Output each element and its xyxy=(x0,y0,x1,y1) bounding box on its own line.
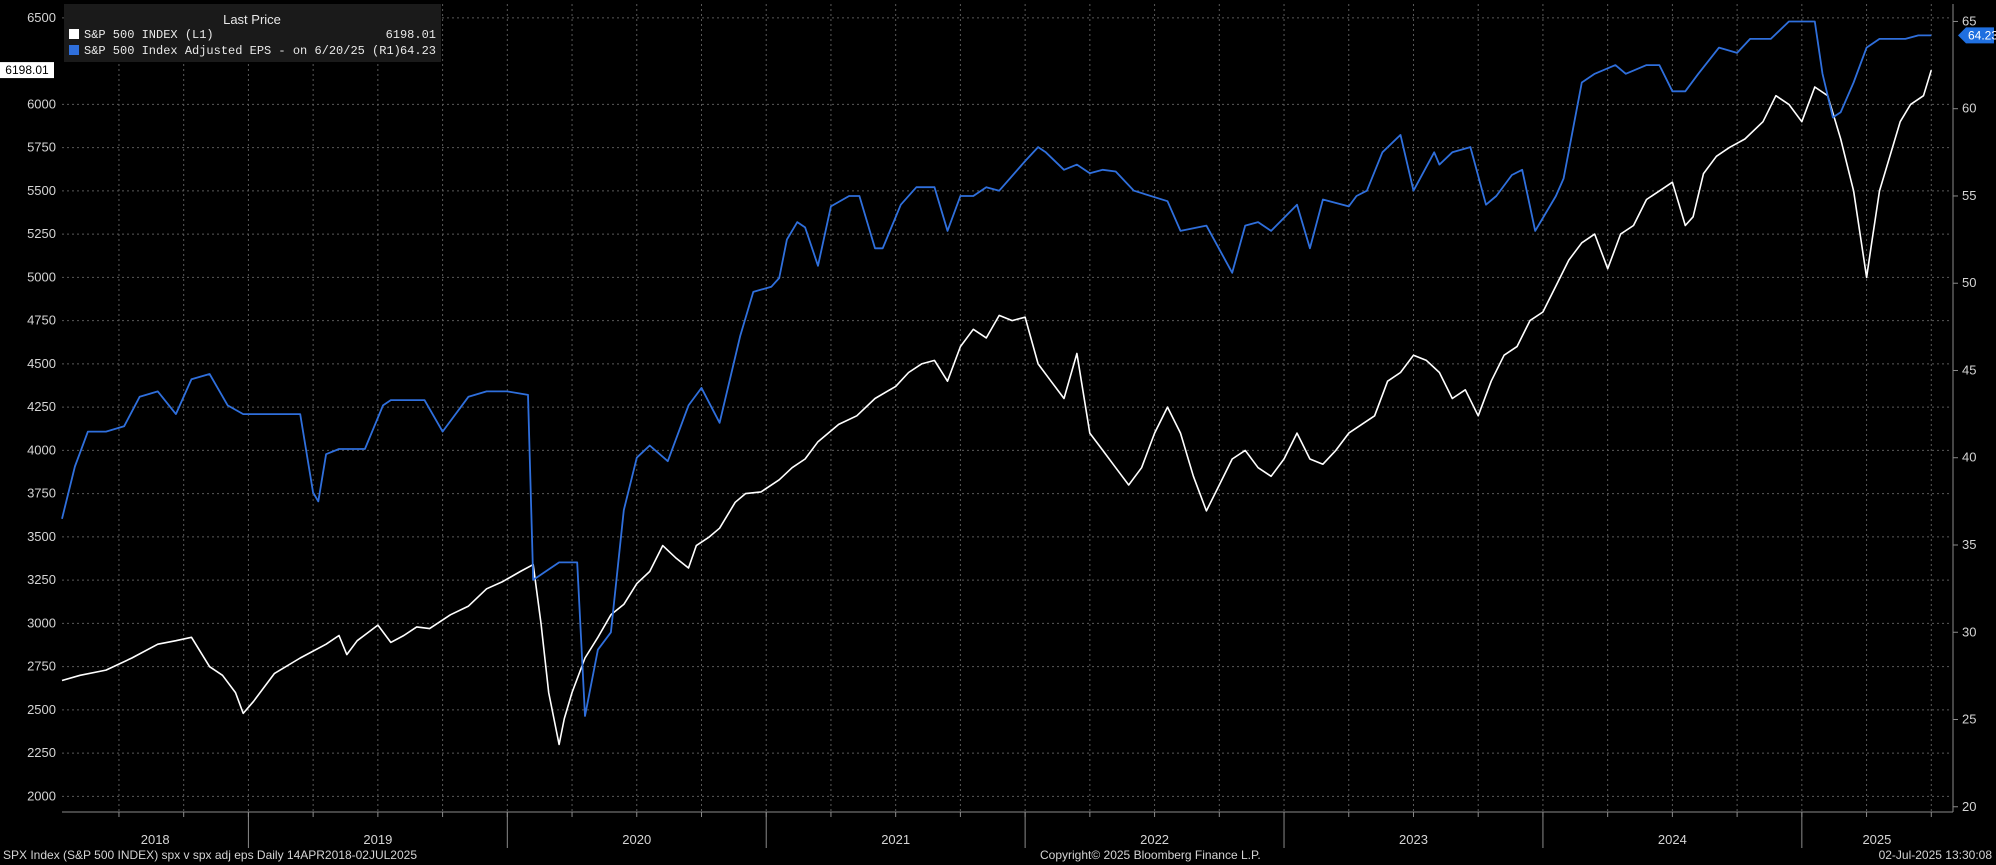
year-label: 2018 xyxy=(141,832,170,847)
left-tick-label: 4500 xyxy=(27,356,56,371)
legend-value-eps: 64.23 xyxy=(400,44,436,58)
left-tick-label: 3000 xyxy=(27,615,56,630)
right-tick-label: 40 xyxy=(1962,450,1976,465)
badge-left-value: 6198.01 xyxy=(5,63,49,77)
left-tick-label: 5500 xyxy=(27,183,56,198)
footer-description: SPX Index (S&P 500 INDEX) spx v spx adj … xyxy=(3,848,417,862)
left-tick-label: 2000 xyxy=(27,788,56,803)
footer-timestamp: 02-Jul-2025 13:30:08 xyxy=(1878,848,1992,862)
left-tick-label: 3250 xyxy=(27,572,56,587)
legend-title: Last Price xyxy=(223,12,281,27)
year-label: 2023 xyxy=(1399,832,1428,847)
right-tick-label: 25 xyxy=(1962,712,1976,727)
right-tick-label: 60 xyxy=(1962,101,1976,116)
last-price-badge-right: 64.23 xyxy=(1958,27,1996,44)
right-axis: 20 25 30 35 40 45 50 55 60 65 xyxy=(1952,4,1976,814)
series-layer xyxy=(61,20,1933,746)
series-line-eps xyxy=(61,20,1932,717)
legend-swatch-eps xyxy=(69,45,79,55)
right-tick-label: 30 xyxy=(1962,624,1976,639)
legend-swatch-spx xyxy=(69,29,79,39)
legend-background xyxy=(64,4,441,62)
legend[interactable]: Last Price S&P 500 INDEX (L1) 6198.01 S&… xyxy=(64,4,441,62)
left-tick-label: 3500 xyxy=(27,529,56,544)
left-tick-label: 2250 xyxy=(27,745,56,760)
legend-label-spx: S&P 500 INDEX (L1) xyxy=(84,28,214,42)
time-axis: 2018 2019 2020 2021 2022 2023 2024 2025 xyxy=(62,811,1953,848)
series-line-spx xyxy=(61,69,1933,746)
year-label: 2025 xyxy=(1862,832,1891,847)
right-tick-label: 20 xyxy=(1962,799,1976,814)
right-tick-label: 50 xyxy=(1962,275,1976,290)
chart-grid xyxy=(62,4,1952,812)
left-tick-label: 6500 xyxy=(27,10,56,25)
left-tick-label: 6000 xyxy=(27,96,56,111)
year-label: 2020 xyxy=(622,832,651,847)
left-tick-label: 5250 xyxy=(27,226,56,241)
left-tick-label: 4000 xyxy=(27,442,56,457)
left-tick-label: 4750 xyxy=(27,313,56,328)
year-label: 2019 xyxy=(363,832,392,847)
footer-copyright: Copyright© 2025 Bloomberg Finance L.P. xyxy=(1040,848,1261,862)
left-tick-label: 4250 xyxy=(27,399,56,414)
right-tick-label: 35 xyxy=(1962,537,1976,552)
right-tick-label: 55 xyxy=(1962,188,1976,203)
left-tick-label: 5000 xyxy=(27,269,56,284)
left-tick-label: 2750 xyxy=(27,659,56,674)
right-tick-label: 65 xyxy=(1962,13,1976,28)
year-label: 2024 xyxy=(1658,832,1687,847)
legend-value-spx: 6198.01 xyxy=(386,28,436,42)
left-axis: 2000 2250 2500 2750 3000 3250 3500 3750 4000 4250… xyxy=(27,10,56,804)
left-tick-label: 3750 xyxy=(27,486,56,501)
legend-label-eps: S&P 500 Index Adjusted EPS - on 6/20/25 … xyxy=(84,44,401,58)
badge-right-value: 64.23 xyxy=(1968,28,1996,42)
left-tick-label: 2500 xyxy=(27,702,56,717)
year-label: 2021 xyxy=(881,832,910,847)
last-price-badge-left: 6198.01 xyxy=(0,62,54,79)
right-tick-label: 45 xyxy=(1962,362,1976,377)
left-tick-label: 5750 xyxy=(27,140,56,155)
year-label: 2022 xyxy=(1140,832,1169,847)
